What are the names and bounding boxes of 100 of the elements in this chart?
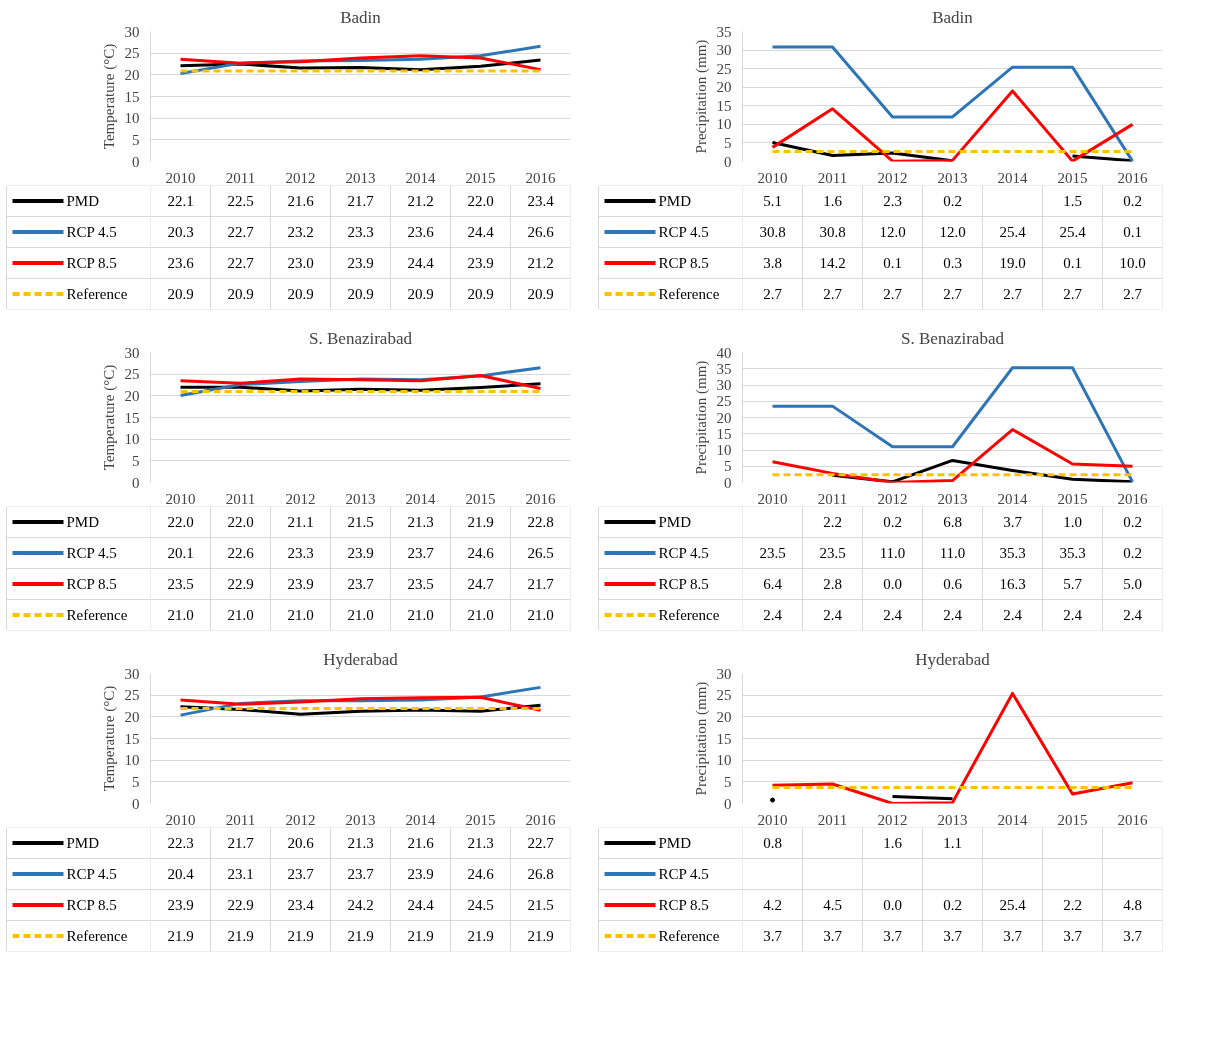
y-tick-label: 20 — [716, 79, 732, 96]
x-tick-label: 2016 — [1117, 169, 1148, 186]
data-label: 5.0 — [1123, 576, 1142, 592]
chart-title: Badin — [932, 7, 974, 27]
data-label: 20.9 — [167, 286, 194, 302]
y-tick-label: 15 — [716, 730, 732, 747]
data-label: 21.0 — [227, 607, 254, 623]
y-tick-label: 5 — [724, 458, 732, 475]
data-label: 2.4 — [883, 607, 903, 623]
data-label: 23.4 — [287, 897, 315, 913]
data-label: 1.1 — [943, 835, 962, 851]
data-label: 21.7 — [227, 835, 255, 851]
x-tick-label: 2014 — [997, 811, 1028, 828]
chart-title: Hyderabad — [915, 649, 991, 669]
data-label: 30.8 — [819, 224, 846, 240]
data-label: 21.0 — [527, 607, 554, 623]
data-label: 20.9 — [347, 286, 374, 302]
x-tick-label: 2011 — [817, 490, 848, 507]
data-label: 23.5 — [819, 545, 846, 561]
data-label: 21.2 — [527, 255, 554, 271]
data-label: 2.7 — [1123, 286, 1143, 302]
x-tick-label: 2012 — [285, 490, 316, 507]
data-label: 24.4 — [407, 255, 435, 271]
legend-label: RCP 8.5 — [658, 255, 709, 271]
legend-label: Reference — [658, 607, 720, 623]
data-label: 3.8 — [763, 255, 782, 271]
data-label: 21.0 — [467, 607, 494, 623]
data-label: 25.4 — [999, 224, 1027, 240]
data-label: 21.9 — [467, 928, 494, 944]
data-label: 0.2 — [883, 514, 902, 530]
x-tick-label: 2016 — [525, 169, 556, 186]
legend-label: RCP 4.5 — [66, 866, 117, 882]
data-label: 3.7 — [1123, 928, 1143, 944]
data-label: 21.9 — [407, 928, 434, 944]
data-label: 1.5 — [1063, 193, 1082, 209]
data-label: 22.6 — [227, 545, 255, 561]
chart-title: Hyderabad — [323, 649, 399, 669]
data-label: 0.2 — [1123, 514, 1142, 530]
data-label: 2.4 — [823, 607, 843, 623]
y-tick-label: 25 — [124, 687, 140, 704]
data-label: 20.1 — [167, 545, 194, 561]
data-label: 0.1 — [883, 255, 902, 271]
data-label: 2.4 — [943, 607, 963, 623]
x-tick-label: 2012 — [877, 490, 908, 507]
data-label: 21.0 — [407, 607, 434, 623]
data-label: 2.7 — [943, 286, 963, 302]
x-tick-label: 2014 — [405, 811, 436, 828]
data-label: 19.0 — [999, 255, 1026, 271]
legend-label: Reference — [66, 607, 128, 623]
x-tick-label: 2010 — [165, 490, 196, 507]
data-label: 22.0 — [167, 514, 194, 530]
data-label: 2.4 — [1003, 607, 1023, 623]
x-tick-label: 2011 — [817, 811, 848, 828]
data-label: 10.0 — [1119, 255, 1146, 271]
y-tick-label: 15 — [716, 425, 732, 442]
y-tick-label: 10 — [124, 752, 140, 769]
data-label: 11.0 — [879, 545, 906, 561]
data-label: 0.2 — [1123, 545, 1142, 561]
data-label: 21.1 — [287, 514, 314, 530]
x-tick-label: 2013 — [937, 811, 968, 828]
x-tick-label: 2014 — [405, 169, 436, 186]
data-label: 22.0 — [467, 193, 494, 209]
y-tick-label: 10 — [716, 752, 732, 769]
data-label: 4.8 — [1123, 897, 1142, 913]
data-label: 0.2 — [1123, 193, 1142, 209]
y-tick-label: 15 — [124, 409, 140, 426]
y-tick-label: 30 — [716, 42, 732, 59]
data-label: 0.0 — [883, 897, 902, 913]
y-tick-label: 25 — [124, 45, 140, 62]
data-label: 23.9 — [287, 576, 314, 592]
data-label: 24.4 — [467, 224, 495, 240]
data-label: 23.6 — [407, 224, 435, 240]
data-label: 1.0 — [1063, 514, 1082, 530]
y-tick-label: 5 — [132, 131, 140, 148]
data-label: 4.5 — [823, 897, 842, 913]
data-label: 21.3 — [467, 835, 494, 851]
data-label: 16.3 — [999, 576, 1026, 592]
data-label: 3.7 — [1063, 928, 1083, 944]
y-tick-label: 0 — [724, 795, 732, 812]
y-axis-title: Temperature (°C) — [100, 364, 118, 471]
data-label: 21.7 — [347, 193, 375, 209]
data-label: 5.7 — [1063, 576, 1083, 592]
data-label: 20.9 — [287, 286, 314, 302]
data-label: 21.0 — [347, 607, 374, 623]
x-tick-label: 2012 — [285, 169, 316, 186]
y-tick-label: 10 — [124, 110, 140, 127]
y-axis-title: Precipitation (mm) — [692, 360, 710, 475]
data-label: 21.0 — [287, 607, 314, 623]
y-tick-label: 0 — [132, 474, 140, 491]
y-tick-label: 20 — [124, 708, 140, 725]
data-label: 23.4 — [527, 193, 555, 209]
data-label: 22.5 — [227, 193, 254, 209]
legend-label: RCP 4.5 — [658, 866, 709, 882]
data-label: 21.6 — [287, 193, 315, 209]
data-label: 22.3 — [167, 835, 194, 851]
x-tick-label: 2015 — [465, 490, 496, 507]
legend-label: RCP 8.5 — [66, 255, 117, 271]
data-label: 23.2 — [287, 224, 314, 240]
data-label: 20.9 — [227, 286, 254, 302]
legend-label: RCP 4.5 — [658, 545, 709, 561]
